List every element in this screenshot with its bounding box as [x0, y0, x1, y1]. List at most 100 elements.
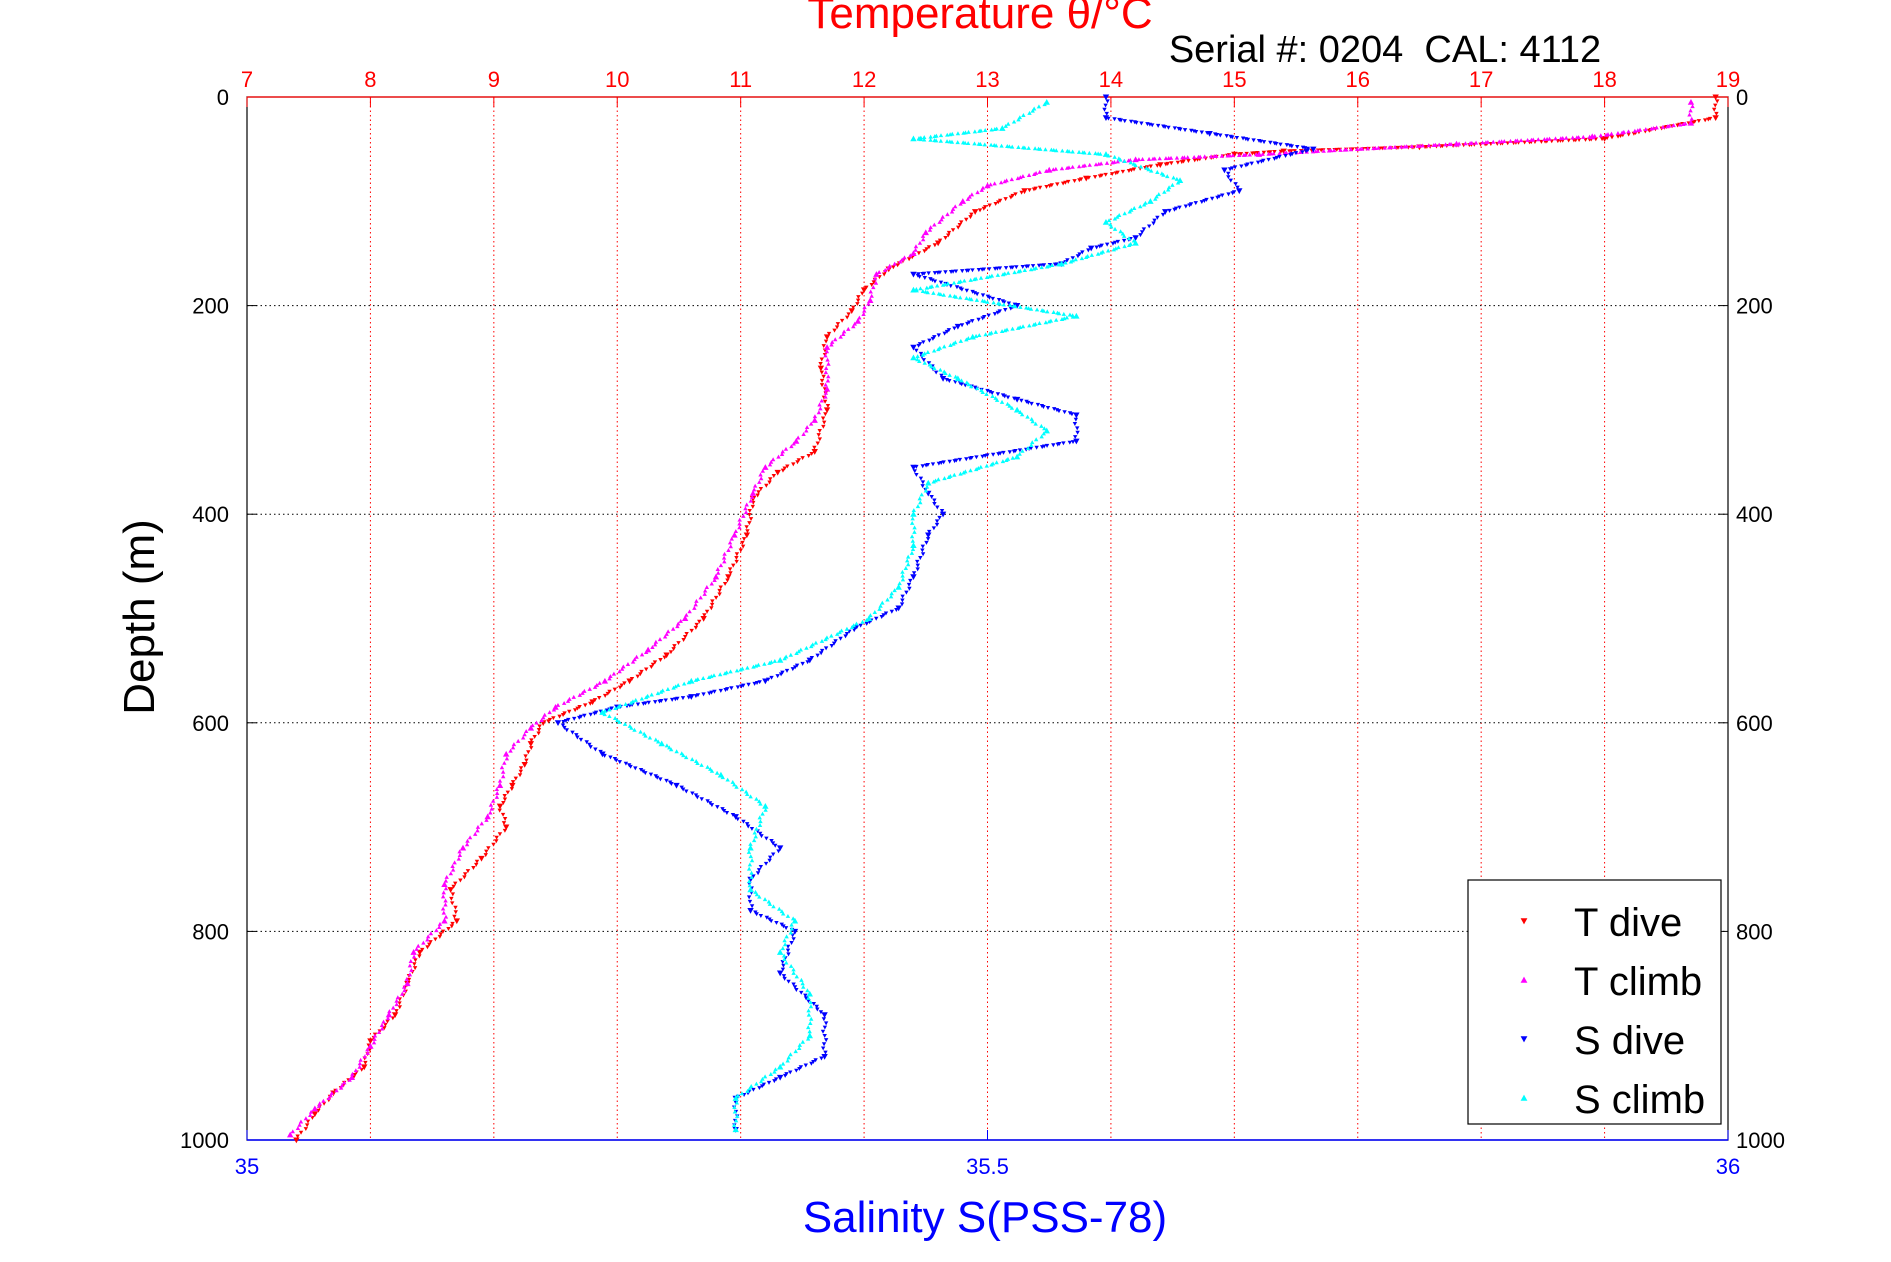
data-point — [1310, 146, 1317, 153]
data-point — [934, 519, 940, 524]
data-point — [1093, 162, 1099, 167]
data-point — [915, 504, 921, 509]
data-point — [617, 760, 623, 765]
data-point — [1136, 157, 1142, 162]
data-point — [987, 274, 992, 279]
data-point — [1003, 197, 1008, 202]
data-point — [775, 674, 780, 679]
data-point — [819, 648, 825, 653]
data-point — [286, 1131, 294, 1138]
data-point — [1382, 145, 1387, 150]
data-point — [725, 578, 730, 583]
data-point — [776, 845, 784, 852]
data-point — [1020, 324, 1026, 329]
data-point — [634, 654, 639, 659]
data-point — [823, 353, 828, 358]
data-point — [818, 651, 824, 656]
data-point — [1338, 147, 1343, 152]
data-point — [748, 517, 754, 522]
data-point — [976, 317, 981, 322]
data-point — [1688, 108, 1693, 113]
data-point — [780, 946, 786, 951]
data-point — [732, 1126, 739, 1133]
data-point — [1209, 196, 1215, 201]
data-point — [965, 196, 971, 201]
data-point — [1163, 156, 1169, 161]
data-point — [664, 743, 670, 748]
data-point — [1239, 164, 1244, 169]
data-point — [1043, 320, 1049, 325]
data-point — [1002, 328, 1008, 333]
data-point — [751, 664, 756, 669]
data-point — [747, 844, 754, 851]
data-point — [450, 892, 456, 897]
data-point — [367, 1042, 374, 1049]
data-point — [974, 455, 979, 460]
data-point — [788, 652, 794, 657]
data-point — [952, 326, 957, 331]
data-point — [1321, 148, 1326, 153]
data-point — [989, 127, 994, 132]
data-point — [974, 297, 980, 302]
data-point — [1162, 125, 1168, 130]
data-point — [962, 278, 967, 283]
data-point — [458, 878, 463, 883]
data-point — [785, 1058, 790, 1063]
data-point — [641, 769, 646, 774]
data-point — [1712, 94, 1719, 101]
data-point — [1167, 208, 1172, 213]
data-point — [892, 588, 897, 593]
data-point — [920, 271, 925, 276]
data-point — [382, 1026, 387, 1031]
data-point — [584, 740, 589, 745]
data-point — [347, 1077, 352, 1082]
data-point — [326, 1096, 331, 1101]
data-point — [743, 506, 748, 511]
data-point — [1112, 226, 1118, 231]
data-point — [1298, 150, 1303, 154]
data-point — [762, 464, 769, 470]
data-point — [1073, 417, 1079, 422]
data-point — [964, 296, 969, 300]
data-point — [912, 525, 917, 530]
data-point — [1020, 448, 1025, 453]
data-point — [1371, 146, 1376, 151]
data-point — [450, 867, 456, 872]
data-point — [1235, 185, 1240, 190]
data-point — [898, 259, 903, 264]
data-point — [496, 782, 504, 788]
data-point — [933, 370, 939, 375]
data-point — [475, 828, 480, 833]
data-point — [452, 860, 457, 865]
data-point — [1227, 167, 1233, 172]
data-point — [806, 990, 813, 997]
data-point — [1118, 157, 1123, 162]
data-point — [955, 131, 961, 136]
data-point — [709, 803, 715, 808]
data-point — [856, 295, 861, 300]
data-point — [478, 855, 485, 862]
data-point — [735, 685, 741, 690]
data-point — [1027, 188, 1032, 193]
data-point — [1132, 206, 1137, 211]
data-point — [755, 493, 760, 498]
data-point — [798, 647, 803, 652]
legend-label: S climb — [1574, 1078, 1705, 1122]
data-point — [732, 1095, 739, 1101]
data-point — [352, 1073, 358, 1078]
data-point — [920, 237, 926, 242]
data-point — [483, 853, 488, 858]
data-point — [1376, 145, 1381, 150]
bottom-tick-label: 35.5 — [966, 1154, 1009, 1179]
data-point — [582, 688, 587, 693]
data-point — [823, 344, 831, 350]
data-point — [1105, 248, 1111, 253]
data-point — [977, 208, 983, 213]
data-point — [404, 976, 410, 981]
data-point — [551, 707, 557, 712]
data-point — [846, 326, 851, 331]
data-point — [1208, 154, 1214, 159]
data-point — [966, 129, 971, 134]
data-point — [1146, 167, 1151, 172]
data-point — [1151, 221, 1156, 226]
